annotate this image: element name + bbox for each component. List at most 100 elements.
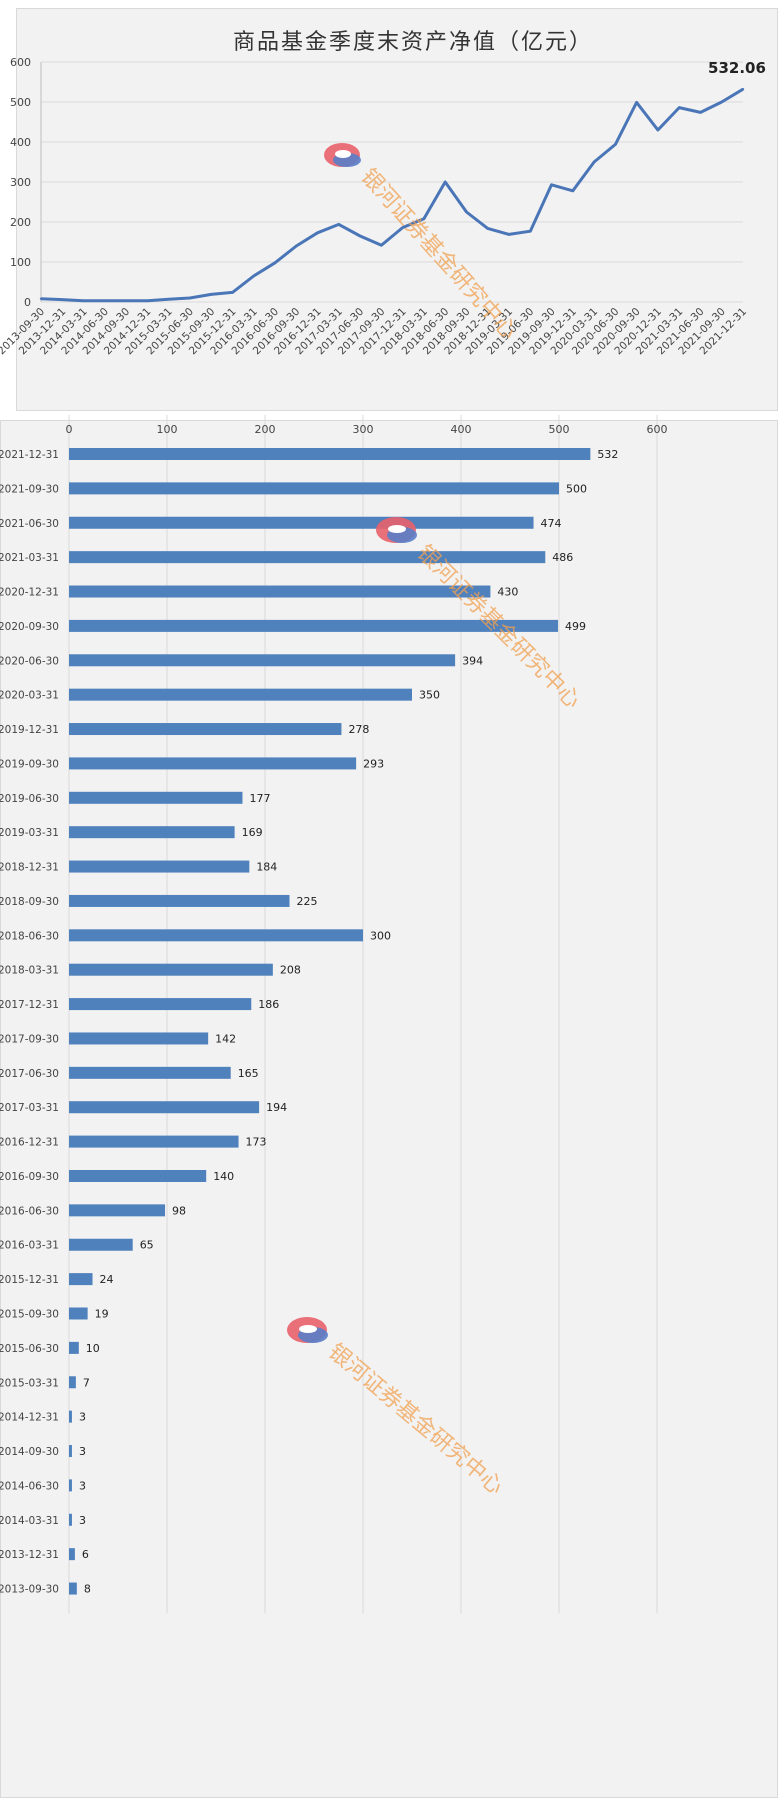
category-label: 2014-06-30: [0, 1480, 59, 1492]
data-label: 300: [370, 929, 391, 942]
category-label: 2014-03-31: [0, 1515, 59, 1527]
data-point: [422, 217, 426, 220]
data-label: 394: [462, 654, 483, 667]
x-tick-label: 400: [451, 423, 472, 436]
category-label: 2017-03-31: [0, 1102, 59, 1114]
category-label: 2014-12-31: [0, 1412, 59, 1424]
category-label: 2018-09-30: [0, 896, 59, 908]
category-label: 2020-12-31: [0, 587, 59, 599]
bar: [69, 1135, 239, 1148]
category-label: 2013-12-31: [0, 1549, 59, 1561]
x-tick-label: 600: [647, 423, 668, 436]
bar: [69, 1582, 77, 1595]
data-label: 225: [297, 895, 318, 908]
data-point: [656, 128, 660, 132]
data-point: [720, 100, 723, 104]
series-line: [40, 87, 744, 303]
data-point: [124, 299, 128, 302]
y-tick-label: 600: [10, 56, 31, 69]
data-label: 3: [79, 1445, 86, 1458]
data-label: 208: [280, 964, 301, 977]
data-label: 486: [552, 551, 573, 564]
line-chart-panel: 商品基金季度末资产净值（亿元） 0 100 200 300 400 500 600 2013…: [0, 8, 778, 411]
data-label: 165: [238, 1067, 259, 1080]
data-point: [592, 160, 596, 164]
data-point: [316, 231, 319, 234]
data-label: 278: [348, 723, 369, 736]
bar: [69, 723, 342, 736]
bar: [69, 1548, 75, 1561]
data-point: [443, 180, 447, 184]
data-point: [507, 233, 511, 236]
category-label: 2020-03-31: [0, 690, 59, 702]
x-tick-label: 500: [549, 423, 570, 436]
data-label: 293: [363, 757, 384, 770]
data-point: [61, 298, 64, 301]
data-label: 499: [565, 620, 586, 633]
data-label: 173: [246, 1136, 267, 1149]
data-point: [358, 234, 362, 238]
bar-chart: 0 100 200 300 400 500 600 2021-12-31 2021-09-30…: [0, 415, 668, 1614]
data-point: [380, 244, 383, 247]
category-label: 2017-09-30: [0, 1033, 59, 1045]
category-label: 2019-12-31: [0, 724, 59, 736]
bar: [69, 791, 243, 804]
bar: [69, 1307, 88, 1320]
category-label: 2016-09-30: [0, 1171, 59, 1183]
bar: [69, 482, 559, 495]
bar: [69, 1410, 72, 1423]
category-label: 2015-09-30: [0, 1309, 59, 1321]
data-point: [39, 297, 43, 300]
category-label: 2014-09-30: [0, 1446, 59, 1458]
category-label: 2020-06-30: [0, 655, 59, 667]
data-point: [486, 227, 489, 230]
y-tick-label: 400: [10, 136, 31, 149]
category-label: 2021-09-30: [0, 483, 59, 495]
data-point: [699, 111, 702, 114]
bar: [69, 1169, 207, 1182]
bar: [69, 654, 456, 667]
data-point: [571, 189, 575, 192]
data-label: 184: [256, 861, 277, 874]
bar: [69, 1032, 209, 1045]
category-label: 2019-06-30: [0, 793, 59, 805]
bar: [69, 1376, 76, 1389]
data-point: [295, 244, 298, 248]
data-point: [231, 291, 234, 294]
data-point: [103, 299, 107, 302]
data-point: [529, 230, 532, 233]
data-label: 7: [83, 1376, 90, 1389]
y-tick-label: 300: [10, 176, 31, 189]
data-label: 430: [497, 586, 518, 599]
data-label: 19: [95, 1308, 109, 1321]
data-label: 532: [597, 448, 618, 461]
data-point: [82, 299, 85, 302]
bar: [69, 1066, 231, 1079]
data-label: 10: [86, 1342, 100, 1355]
x-tick-label: 0: [66, 423, 73, 436]
data-label: 8: [84, 1583, 91, 1596]
data-point: [167, 298, 170, 301]
bar: [69, 448, 591, 460]
y-tick-label: 200: [10, 216, 31, 229]
x-tick-label: 100: [157, 423, 178, 436]
bar: [69, 894, 290, 907]
category-label: 2015-12-31: [0, 1274, 59, 1286]
data-point: [146, 299, 149, 302]
bar: [69, 1204, 166, 1217]
y-tick-label: 500: [10, 96, 31, 109]
y-tick-label: 100: [10, 256, 31, 269]
bar: [69, 929, 363, 942]
data-point: [465, 210, 468, 214]
bar: [69, 757, 357, 770]
line-chart-title: 商品基金季度末资产净值（亿元）: [233, 30, 593, 55]
category-label: 2018-12-31: [0, 862, 59, 874]
data-label: 6: [82, 1548, 89, 1561]
category-label: 2015-06-30: [0, 1343, 59, 1355]
category-label: 2021-12-31: [0, 449, 59, 461]
bar: [69, 585, 491, 598]
category-label: 2016-06-30: [0, 1205, 59, 1217]
category-label: 2018-03-31: [0, 965, 59, 977]
bar: [69, 1101, 260, 1114]
